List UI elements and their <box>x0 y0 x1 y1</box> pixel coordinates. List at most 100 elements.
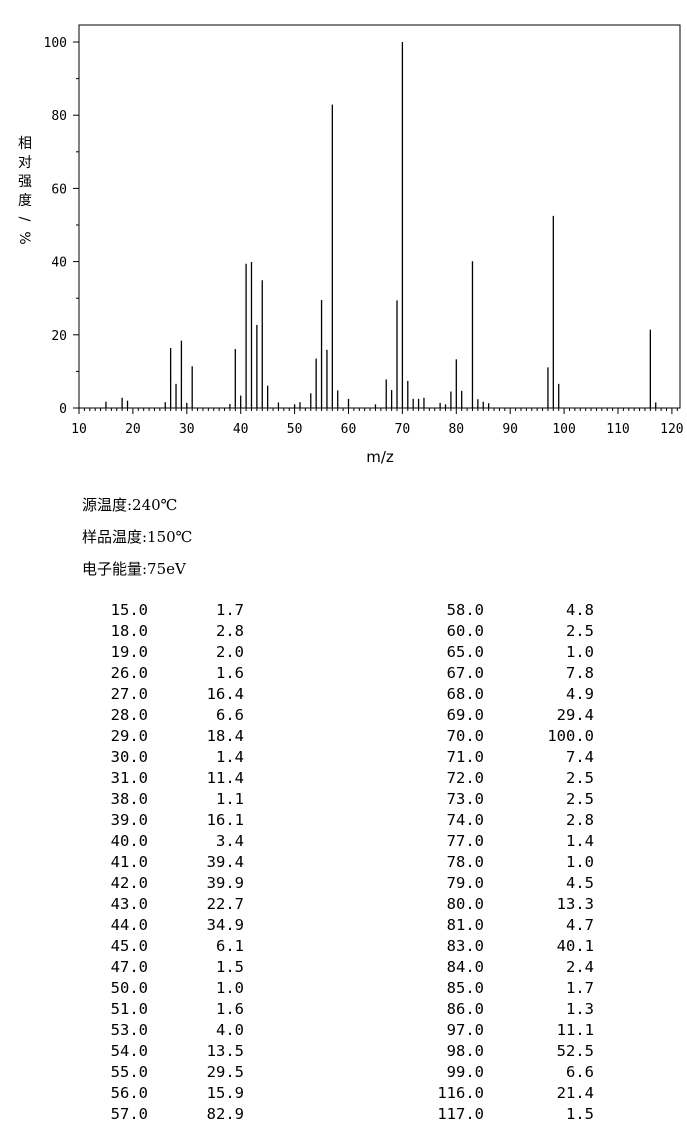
mz-value: 31.0 <box>110 769 148 787</box>
x-axis-title: m/z <box>366 448 394 466</box>
peak-row: 38.0 1.1 <box>92 789 244 810</box>
plot-frame <box>78 24 681 409</box>
intensity-value: 2.5 <box>566 769 594 787</box>
intensity-value: 16.1 <box>206 811 244 829</box>
peak-row: 26.0 1.6 <box>92 663 244 684</box>
intensity-value: 1.5 <box>566 1105 594 1123</box>
intensity-value: 39.4 <box>206 853 244 871</box>
intensity-value: 16.4 <box>206 685 244 703</box>
mz-value: 38.0 <box>110 790 148 808</box>
axis-ticks <box>73 41 678 414</box>
y-axis-title-char: 度 <box>18 193 32 209</box>
mz-value: 19.0 <box>110 643 148 661</box>
intensity-value: 29.5 <box>206 1063 244 1081</box>
peak-row: 56.0 15.9 <box>92 1083 244 1104</box>
intensity-value: 1.5 <box>216 958 244 976</box>
mz-value: 50.0 <box>110 979 148 997</box>
mz-value: 43.0 <box>110 895 148 913</box>
peak-row: 85.0 1.7 <box>428 978 594 999</box>
mz-value: 97.0 <box>446 1021 484 1039</box>
mz-value: 70.0 <box>446 727 484 745</box>
peak-row: 83.0 40.1 <box>428 936 594 957</box>
intensity-value: 1.6 <box>216 664 244 682</box>
electron-energy: 电子能量:75eV <box>82 560 186 578</box>
intensity-value: 1.0 <box>566 853 594 871</box>
mz-value: 55.0 <box>110 1063 148 1081</box>
mz-value: 80.0 <box>446 895 484 913</box>
intensity-value: 13.5 <box>206 1042 244 1060</box>
peak-row: 28.0 6.6 <box>92 705 244 726</box>
peak-row: 84.0 2.4 <box>428 957 594 978</box>
intensity-value: 22.7 <box>206 895 244 913</box>
y-tick-label: 80 <box>51 109 67 124</box>
mz-value: 40.0 <box>110 832 148 850</box>
mz-value: 98.0 <box>446 1042 484 1060</box>
x-tick-label: 70 <box>395 422 411 437</box>
x-tick-label: 120 <box>660 422 683 437</box>
y-tick-label: 60 <box>51 182 67 197</box>
peak-table-left: 15.0 1.7 18.0 2.8 19.0 2.0 26.0 1.6 27.0 16.4 28.0… <box>92 600 244 1125</box>
mz-value: 116.0 <box>437 1084 484 1102</box>
mz-value: 81.0 <box>446 916 484 934</box>
peak-table-right: 58.0 4.8 60.0 2.5 65.0 1.0 67.0 7.8 68.0 4.9 69.0 2… <box>428 600 594 1125</box>
mz-value: 60.0 <box>446 622 484 640</box>
peak-row: 65.0 1.0 <box>428 642 594 663</box>
peak-row: 79.0 4.5 <box>428 873 594 894</box>
y-axis-title-char: 对 <box>18 155 32 171</box>
peak-row: 31.0 11.4 <box>92 768 244 789</box>
x-tick-label: 50 <box>287 422 303 437</box>
peak-row: 117.0 1.5 <box>428 1104 594 1125</box>
intensity-value: 2.5 <box>566 622 594 640</box>
intensity-value: 11.1 <box>556 1021 594 1039</box>
intensity-value: 15.9 <box>206 1084 244 1102</box>
mz-value: 47.0 <box>110 958 148 976</box>
y-axis-title-char: 相 <box>18 136 32 152</box>
mz-value: 51.0 <box>110 1000 148 1018</box>
intensity-value: 1.6 <box>216 1000 244 1018</box>
peak-row: 19.0 2.0 <box>92 642 244 663</box>
peak-row: 45.0 6.1 <box>92 936 244 957</box>
peak-row: 44.0 34.9 <box>92 915 244 936</box>
y-tick-label: 0 <box>59 402 67 417</box>
peak-row: 43.0 22.7 <box>92 894 244 915</box>
intensity-value: 7.8 <box>566 664 594 682</box>
intensity-value: 7.4 <box>566 748 594 766</box>
peak-row: 98.0 52.5 <box>428 1041 594 1062</box>
peak-row: 74.0 2.8 <box>428 810 594 831</box>
peak-row: 18.0 2.8 <box>92 621 244 642</box>
intensity-value: 1.0 <box>216 979 244 997</box>
x-tick-label: 30 <box>179 422 195 437</box>
mz-value: 18.0 <box>110 622 148 640</box>
intensity-value: 18.4 <box>206 727 244 745</box>
mz-value: 57.0 <box>110 1105 148 1123</box>
peak-row: 81.0 4.7 <box>428 915 594 936</box>
x-tick-label: 90 <box>502 422 518 437</box>
intensity-value: 1.4 <box>216 748 244 766</box>
peak-row: 99.0 6.6 <box>428 1062 594 1083</box>
intensity-value: 2.8 <box>216 622 244 640</box>
mz-value: 39.0 <box>110 811 148 829</box>
intensity-value: 6.1 <box>216 937 244 955</box>
peak-row: 15.0 1.7 <box>92 600 244 621</box>
spectrum-peaks <box>105 42 657 408</box>
intensity-value: 52.5 <box>556 1042 594 1060</box>
peak-row: 116.0 21.4 <box>428 1083 594 1104</box>
peak-row: 73.0 2.5 <box>428 789 594 810</box>
intensity-value: 1.4 <box>566 832 594 850</box>
peak-row: 53.0 4.0 <box>92 1020 244 1041</box>
peak-row: 42.0 39.9 <box>92 873 244 894</box>
intensity-value: 1.3 <box>566 1000 594 1018</box>
x-tick-label: 40 <box>233 422 249 437</box>
peak-row: 97.0 11.1 <box>428 1020 594 1041</box>
peak-row: 50.0 1.0 <box>92 978 244 999</box>
peak-row: 51.0 1.6 <box>92 999 244 1020</box>
peak-row: 39.0 16.1 <box>92 810 244 831</box>
intensity-value: 4.7 <box>566 916 594 934</box>
mz-value: 71.0 <box>446 748 484 766</box>
peak-row: 69.0 29.4 <box>428 705 594 726</box>
intensity-value: 1.1 <box>216 790 244 808</box>
peak-row: 60.0 2.5 <box>428 621 594 642</box>
intensity-value: 21.4 <box>556 1084 594 1102</box>
peak-row: 71.0 7.4 <box>428 747 594 768</box>
